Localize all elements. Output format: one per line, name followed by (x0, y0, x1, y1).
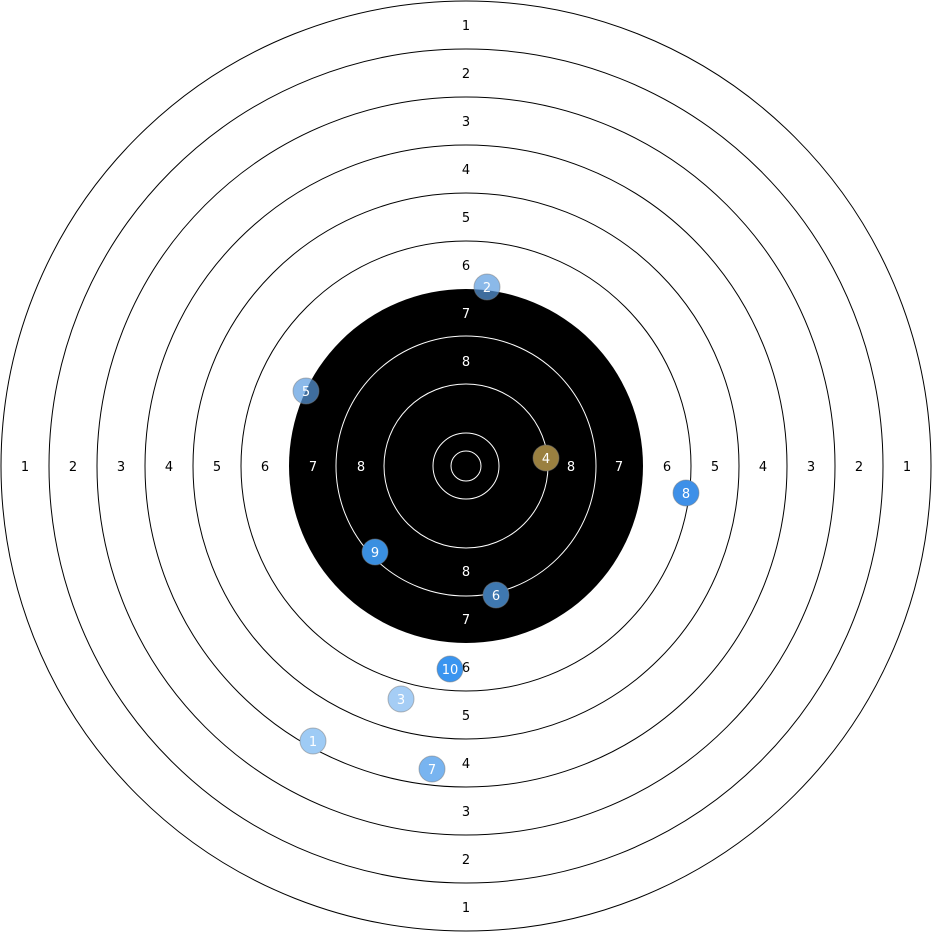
shot-number: 8 (682, 487, 690, 502)
shot-marker-9: 9 (361, 538, 389, 566)
shot-marker-8: 8 (672, 479, 700, 507)
ring-label-1: 1 (462, 901, 470, 916)
shot-number: 10 (442, 663, 459, 678)
ring-label-7: 7 (309, 460, 317, 475)
ring-label-1: 1 (462, 19, 470, 34)
shot-marker-3: 3 (387, 685, 415, 713)
shot-number: 6 (492, 589, 500, 604)
inner-ring-11 (450, 450, 482, 482)
shot-number: 5 (302, 385, 310, 400)
shot-hole (418, 755, 446, 783)
inner-ring-10 (432, 432, 500, 500)
ring-label-3: 3 (807, 460, 815, 475)
ring-label-2: 2 (462, 853, 470, 868)
inner-ring-8 (335, 335, 597, 597)
shot-marker-5: 5 (292, 377, 320, 405)
ring-label-3: 3 (117, 460, 125, 475)
shot-number: 3 (397, 693, 405, 708)
ring-label-3: 3 (462, 805, 470, 820)
ring-label-3: 3 (462, 115, 470, 130)
shot-hole (473, 273, 501, 301)
ring-label-5: 5 (213, 460, 221, 475)
shot-hole (292, 377, 320, 405)
shot-marker-4: 4 (532, 444, 560, 472)
ring-label-2: 2 (69, 460, 77, 475)
ring-label-5: 5 (711, 460, 719, 475)
shot-marker-10: 10 (436, 655, 464, 683)
shot-number: 2 (483, 281, 491, 296)
shot-marker-7: 7 (418, 755, 446, 783)
ring-label-8: 8 (567, 460, 575, 475)
ring-label-4: 4 (462, 757, 470, 772)
ring-label-6: 6 (462, 661, 470, 676)
ring-label-2: 2 (462, 67, 470, 82)
shot-marker-2: 2 (473, 273, 501, 301)
ring-label-8: 8 (462, 355, 470, 370)
ring-label-6: 6 (261, 460, 269, 475)
ring-label-5: 5 (462, 709, 470, 724)
shot-number: 1 (309, 735, 317, 750)
ring-label-5: 5 (462, 211, 470, 226)
ring-label-6: 6 (663, 460, 671, 475)
ring-label-8: 8 (357, 460, 365, 475)
shot-hole (299, 727, 327, 755)
shot-hole (672, 479, 700, 507)
ring-label-7: 7 (462, 307, 470, 322)
ring-label-6: 6 (462, 259, 470, 274)
ring-label-8: 8 (462, 565, 470, 580)
ring-label-1: 1 (21, 460, 29, 475)
shot-marker-6: 6 (482, 581, 510, 609)
ring-label-4: 4 (165, 460, 173, 475)
shot-number: 7 (428, 763, 436, 778)
shot-hole (436, 655, 464, 683)
black-zone (289, 289, 643, 643)
shot-hole (532, 444, 560, 472)
shot-hole (361, 538, 389, 566)
shot-hole (482, 581, 510, 609)
ring-label-7: 7 (462, 613, 470, 628)
shot-hole (387, 685, 415, 713)
shot-number: 9 (371, 546, 379, 561)
ring-label-7: 7 (615, 460, 623, 475)
shot-marker-1: 1 (299, 727, 327, 755)
ring-label-1: 1 (903, 460, 911, 475)
shot-number: 4 (542, 452, 550, 467)
ring-label-2: 2 (855, 460, 863, 475)
ring-label-4: 4 (462, 163, 470, 178)
ring-label-4: 4 (759, 460, 767, 475)
